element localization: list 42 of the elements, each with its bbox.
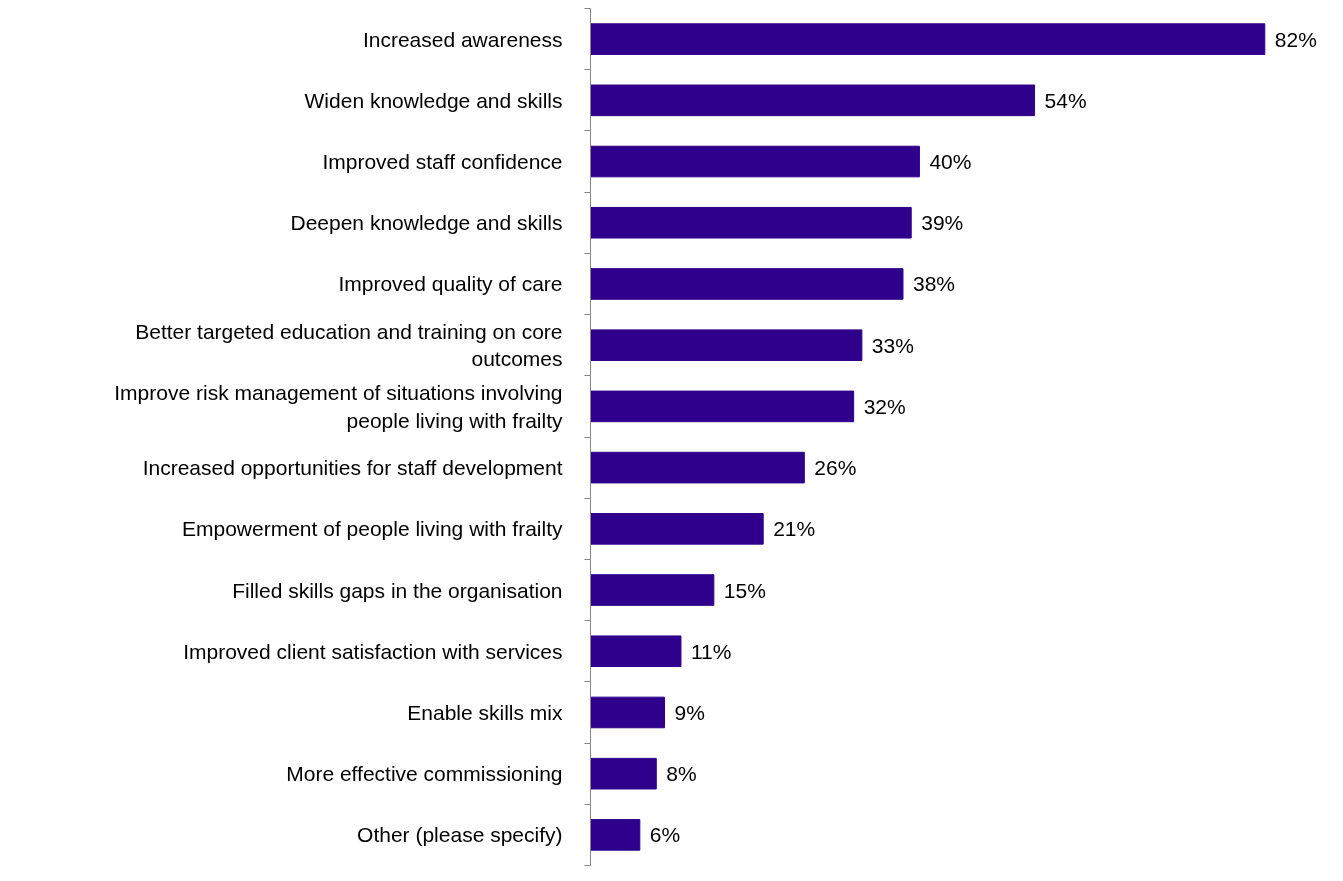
y-tick-label: Enable skills mix [407, 700, 563, 724]
data-label: 8% [666, 762, 697, 786]
y-tick-label: Improved staff confidence [322, 150, 563, 174]
data-label: 6% [649, 823, 681, 847]
bar [590, 574, 715, 606]
data-label: 82% [1274, 27, 1317, 51]
bar [590, 696, 666, 729]
data-label: 21% [773, 517, 816, 541]
bar [590, 819, 641, 851]
data-label: 54% [1044, 88, 1087, 112]
data-label: 39% [921, 211, 964, 235]
y-tick-label: Empowerment of people living with frailty [182, 517, 563, 541]
bar [590, 145, 920, 178]
y-tick-label: Widen knowledge and skills [304, 88, 563, 112]
bar [590, 635, 682, 668]
data-label: 11% [690, 639, 732, 663]
data-label: 9% [674, 700, 705, 724]
bar [590, 757, 657, 790]
y-tick-label: Better targeted education and training on core outcomes [135, 319, 563, 371]
bar [590, 23, 1266, 55]
y-tick-label: Increased opportunities for staff development [142, 456, 563, 480]
data-label: 26% [814, 456, 857, 480]
bar [590, 84, 1036, 117]
data-label: 33% [871, 333, 914, 357]
data-label: 32% [863, 394, 906, 418]
y-tick-label: Improved quality of care [338, 272, 563, 296]
y-tick-label: Filled skills gaps in the organisation [232, 578, 563, 602]
bar [590, 451, 805, 484]
data-label: 15% [723, 578, 766, 602]
y-tick-label: Improve risk management of situations involving people living with frailty [114, 381, 563, 432]
y-tick-label: Other (please specify) [357, 823, 563, 847]
data-label: 40% [929, 150, 972, 174]
bar [590, 329, 863, 361]
bar [590, 513, 764, 545]
bar [590, 206, 912, 239]
bar [590, 390, 855, 423]
data-label: 38% [912, 272, 956, 296]
y-tick-label: Increased awareness [362, 27, 563, 51]
bar [590, 268, 904, 300]
y-tick-label: Deepen knowledge and skills [290, 211, 563, 235]
y-tick-label: More effective commissioning [286, 762, 563, 786]
y-tick-label: Improved client satisfaction with services [183, 639, 563, 663]
